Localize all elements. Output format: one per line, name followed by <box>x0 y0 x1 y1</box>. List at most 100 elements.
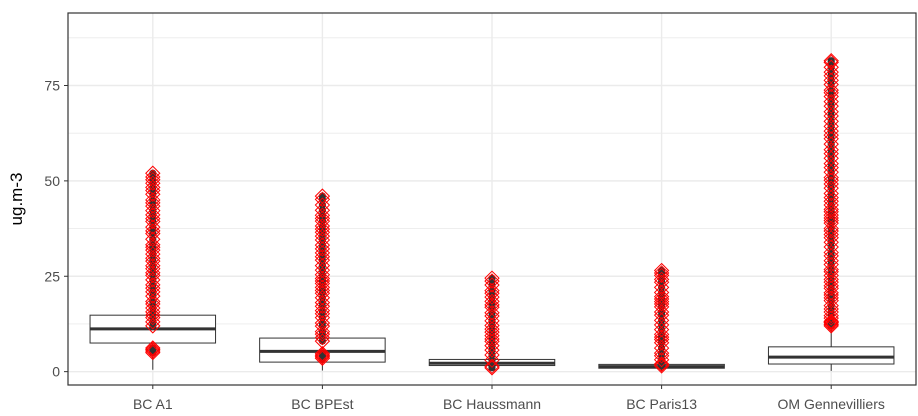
outlier-diamond <box>823 88 839 105</box>
outlier-diamond <box>314 210 331 227</box>
outlier-diamond <box>823 193 839 209</box>
outlier-point <box>658 266 666 275</box>
outlier-diamond <box>823 207 839 223</box>
outlier-diamond <box>823 169 839 186</box>
outlier-point <box>658 283 666 291</box>
outlier-point <box>827 98 835 106</box>
outlier-diamond <box>823 223 839 239</box>
outlier-diamond <box>145 219 161 235</box>
outlier-diamond <box>653 348 670 364</box>
outlier-diamond <box>314 257 331 274</box>
outlier-diamond <box>145 223 161 239</box>
outlier-diamond <box>314 309 331 326</box>
outlier-diamond <box>823 210 839 226</box>
outlier-diamond <box>823 54 839 71</box>
outlier-diamond <box>484 321 500 337</box>
outlier-diamond <box>823 244 839 261</box>
outlier-diamond <box>145 231 161 247</box>
outlier-diamond <box>823 204 839 220</box>
outlier-diamond <box>484 333 500 350</box>
outlier-diamond <box>484 270 500 286</box>
outlier-diamond <box>484 305 500 321</box>
outlier-diamond <box>145 172 161 188</box>
outlier-diamond <box>314 191 331 208</box>
outliers-2 <box>314 188 331 366</box>
outlier-diamond <box>484 299 500 315</box>
outlier-diamond <box>314 298 331 315</box>
outlier-diamond <box>653 262 670 279</box>
outlier-diamond <box>145 182 161 199</box>
outlier-diamond <box>823 267 839 284</box>
outlier-diamond <box>314 252 331 268</box>
x-tick-label: BC A1 <box>133 396 173 412</box>
outlier-diamond <box>484 282 500 299</box>
outlier-diamond <box>314 197 331 213</box>
outlier-diamond <box>314 285 331 301</box>
outlier-diamond <box>314 273 331 289</box>
outlier-diamond <box>145 340 161 356</box>
outlier-diamond <box>823 292 839 309</box>
outlier-diamond <box>653 291 670 307</box>
outlier-point <box>827 117 835 125</box>
outlier-diamond <box>314 228 331 244</box>
box-body <box>767 346 895 365</box>
outlier-diamond <box>145 253 161 269</box>
outlier-diamond <box>653 356 670 373</box>
outlier-diamond <box>484 289 500 305</box>
outlier-diamond <box>823 131 839 147</box>
outlier-point <box>827 224 835 233</box>
outlier-point <box>658 344 666 352</box>
outlier-diamond <box>823 176 839 192</box>
outlier-diamond <box>484 277 500 293</box>
outlier-diamond <box>823 84 839 101</box>
outlier-diamond <box>823 280 839 297</box>
outlier-diamond <box>145 195 161 211</box>
y-tick-label: 0 <box>52 364 60 380</box>
outlier-diamond <box>145 169 161 185</box>
outlier-point <box>827 122 835 130</box>
outlier-diamond <box>145 225 161 242</box>
outlier-diamond <box>823 271 839 288</box>
outlier-diamond <box>145 239 161 255</box>
x-tick-label: BC Haussmann <box>443 396 541 412</box>
outlier-diamond <box>145 304 161 320</box>
outlier-diamond <box>823 155 839 172</box>
outlier-diamond <box>823 256 839 273</box>
outlier-diamond <box>145 261 161 277</box>
outlier-diamond <box>484 308 500 324</box>
outlier-diamond <box>823 142 839 158</box>
outlier-diamond <box>823 274 839 290</box>
outlier-point <box>318 327 326 336</box>
outlier-diamond <box>653 265 670 281</box>
outlier-diamond <box>314 248 331 265</box>
outlier-diamond <box>823 264 839 280</box>
outlier-diamond <box>145 186 161 202</box>
outlier-diamond <box>314 347 331 363</box>
outlier-diamond <box>823 52 839 69</box>
outlier-diamond <box>823 104 839 120</box>
outliers <box>145 52 839 376</box>
outlier-diamond <box>484 285 500 301</box>
outliers-1 <box>145 165 161 361</box>
outlier-point <box>488 362 496 370</box>
outlier-diamond <box>484 324 500 340</box>
outlier-point <box>827 108 835 116</box>
outlier-diamond <box>314 323 331 340</box>
x-tick-label: BC Paris13 <box>626 396 697 412</box>
outlier-diamond <box>823 230 839 246</box>
outlier-diamond <box>314 349 331 365</box>
outlier-diamond <box>653 329 670 345</box>
outlier-diamond <box>823 287 839 303</box>
outlier-point <box>827 140 835 148</box>
outlier-diamond <box>145 210 161 227</box>
outlier-point <box>318 206 326 214</box>
outlier-diamond <box>145 237 161 253</box>
outlier-diamond <box>823 226 839 243</box>
outlier-diamond <box>823 313 839 329</box>
outlier-diamond <box>484 327 500 344</box>
y-tick-label: 50 <box>44 173 60 189</box>
outlier-diamond <box>823 172 839 188</box>
outlier-point <box>658 360 666 368</box>
outlier-diamond <box>653 274 670 290</box>
